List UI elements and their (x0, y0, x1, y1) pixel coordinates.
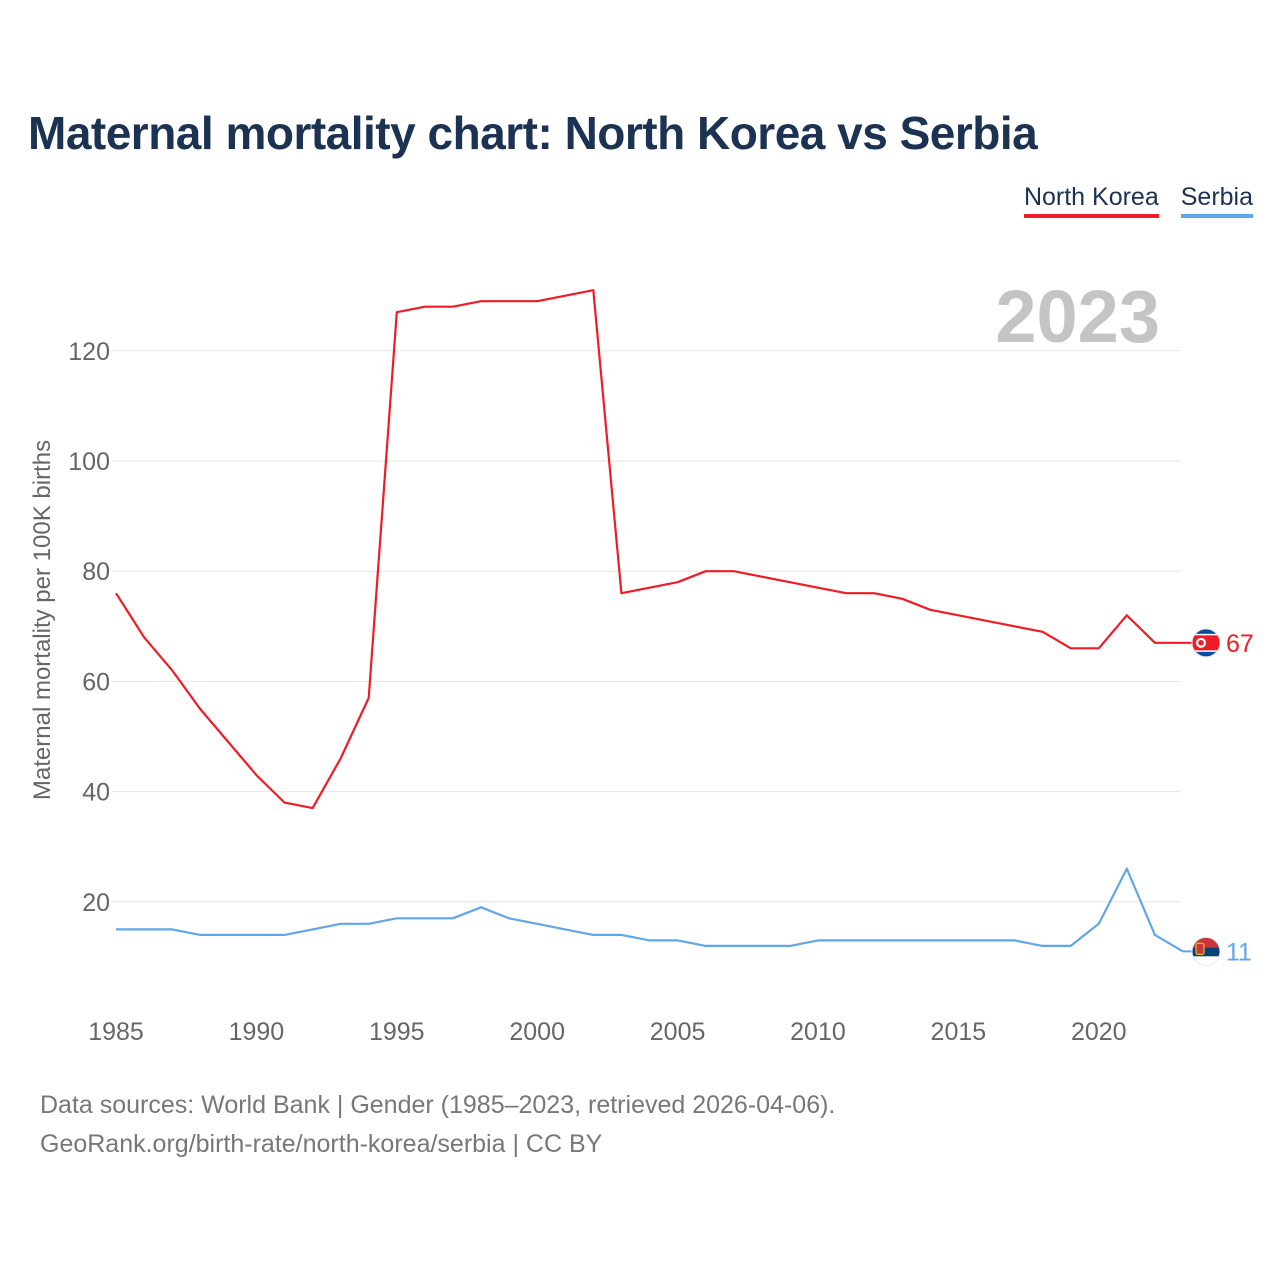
x-tick-label: 1985 (88, 1018, 144, 1046)
series-line-serbia (116, 867, 1184, 953)
year-label: 2023 (995, 275, 1160, 358)
x-tick-label: 2005 (650, 1018, 706, 1046)
x-tick-label: 2015 (931, 1018, 987, 1046)
x-tick-label: 1995 (369, 1018, 425, 1046)
end-value-label-north-korea: 67 (1226, 630, 1254, 658)
y-tick-label: 120 (68, 338, 110, 366)
chart-title: Maternal mortality chart: North Korea vs… (28, 107, 1038, 159)
y-tick-label: 40 (82, 779, 110, 807)
y-tick-label: 60 (82, 668, 110, 696)
source-line: Data sources: World Bank | Gender (1985–… (40, 1091, 836, 1119)
series-lines (115, 289, 1184, 953)
x-tick-label: 2000 (509, 1018, 565, 1046)
x-axis-ticks: 1985 1990 1995 2000 2005 2010 2015 2020 (88, 1018, 1126, 1046)
source-link[interactable]: GeoRank.org/birth-rate/north-korea/serbi… (40, 1130, 603, 1158)
end-markers: 67 11 (1183, 628, 1254, 966)
x-tick-label: 2020 (1071, 1018, 1127, 1046)
x-tick-label: 2010 (790, 1018, 846, 1046)
flag-icon-serbia (1191, 936, 1221, 966)
y-axis-ticks: 20 40 60 80 100 120 (68, 338, 110, 917)
line-chart: 2023 20 40 60 80 100 120 1985 1990 1995 2000 2005… (29, 275, 1254, 1046)
y-tick-label: 100 (68, 448, 110, 476)
legend-serbia[interactable]: Serbia (1180, 183, 1253, 218)
x-tick-label: 1990 (229, 1018, 285, 1046)
y-tick-label: 20 (82, 889, 110, 917)
y-axis-label: Maternal mortality per 100K births (29, 440, 56, 800)
legend-north-korea[interactable]: North Korea (1023, 183, 1159, 218)
data-sources: Data sources: World Bank | Gender (1985–… (40, 1086, 835, 1164)
series-line-north-korea (115, 289, 1183, 810)
grid-lines (112, 350, 1181, 903)
y-tick-label: 80 (82, 558, 110, 586)
end-value-label-serbia: 11 (1226, 938, 1252, 966)
legend: North Korea Serbia (1023, 183, 1253, 218)
flag-icon-north-korea (1191, 628, 1221, 658)
